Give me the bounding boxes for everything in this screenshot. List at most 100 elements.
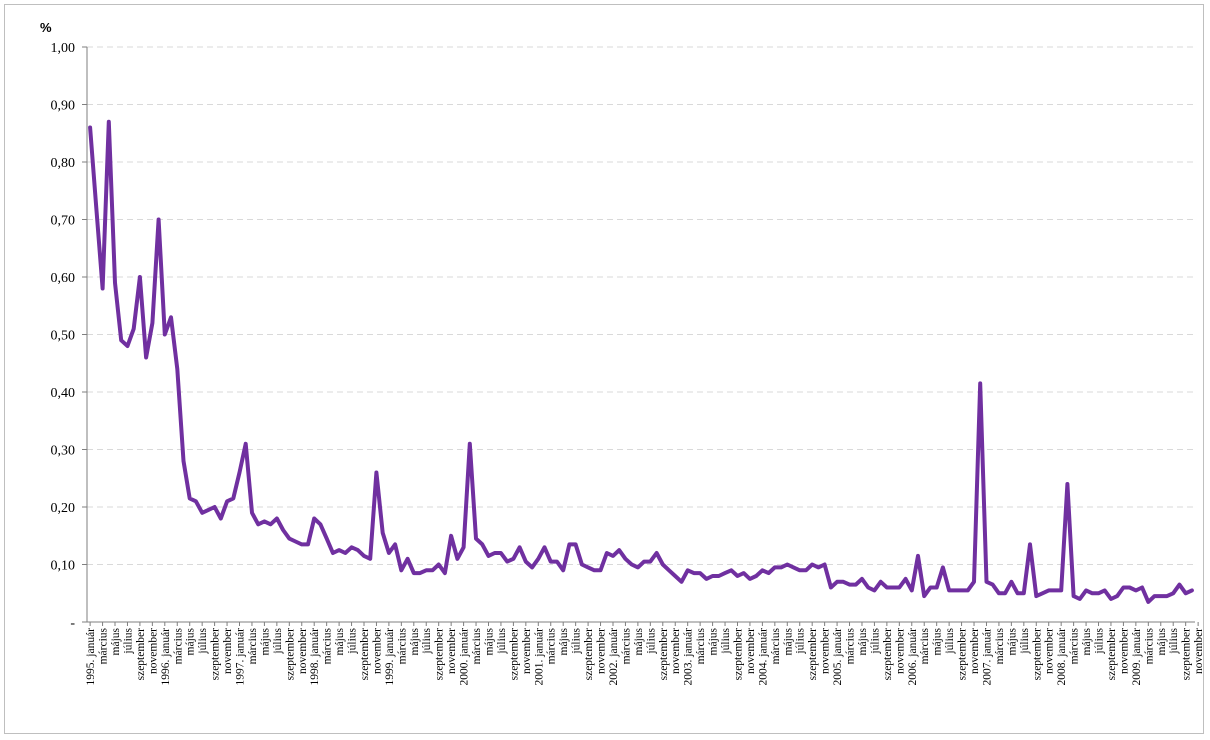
x-tick-label: szeptember [807, 628, 819, 681]
gridlines [87, 46, 1195, 565]
x-tick-label: július [795, 627, 807, 654]
x-tick-label: május [558, 627, 570, 655]
x-tick-label: november [222, 628, 234, 674]
x-tick-label: július [347, 627, 359, 654]
x-tick-label: 2005. január [832, 628, 844, 686]
y-tick-label: 0,20 [51, 501, 76, 516]
x-tick-label: 2001. január [533, 628, 545, 686]
x-tick-label: november [820, 628, 832, 674]
x-tick-label: március [546, 627, 558, 664]
x-tick-label: szeptember [135, 628, 147, 681]
x-tick-label: július [571, 627, 583, 654]
x-tick-label: 2009. január [1131, 628, 1143, 686]
x-tick-label: március [994, 627, 1006, 664]
x-tick-label: 1995. január [85, 628, 97, 686]
x-tick-label: 2004. január [757, 628, 769, 686]
y-tick-label: 0,40 [51, 386, 76, 401]
y-tick-label: 0,80 [51, 156, 76, 171]
x-tick-label: július [1168, 627, 1180, 654]
x-tick-label: május [1081, 627, 1093, 655]
x-tick-label: szeptember [210, 628, 222, 681]
y-axis-unit: % [40, 20, 52, 35]
line-chart: - 0,10 0,20 0,30 0,40 0,50 0,60 0,70 0,80 0,90 1,0… [40, 20, 1205, 686]
x-tick-label: május [1156, 627, 1168, 655]
x-tick-label: 2006. január [907, 628, 919, 686]
y-tick-label: 0,30 [51, 444, 76, 459]
x-tick-label: 2000. január [459, 628, 471, 686]
x-tick-label: november [596, 628, 608, 674]
x-tick-label: március [1143, 627, 1155, 664]
x-tick-label: szeptember [508, 628, 520, 681]
x-tick-label: szeptember [957, 628, 969, 681]
x-tick-label: november [147, 628, 159, 674]
x-tick-label: május [857, 627, 869, 655]
x-tick-label: november [894, 628, 906, 674]
x-tick-label: július [421, 627, 433, 654]
x-tick-label: 1997. január [235, 628, 247, 686]
x-tick-label: július [944, 627, 956, 654]
x-tick-label: 2002. január [608, 628, 620, 686]
x-tick-label: július [496, 627, 508, 654]
x-tick-label: 1998. január [309, 628, 321, 686]
x-tick-label: május [409, 627, 421, 655]
x-tick-label: szeptember [284, 628, 296, 681]
y-tick-label: 0,60 [51, 271, 76, 286]
x-tick-label: március [919, 627, 931, 664]
y-tick-label: 0,70 [51, 214, 76, 229]
x-tick-label: március [1069, 627, 1081, 664]
x-tick-label: március [396, 627, 408, 664]
x-tick-label: március [247, 627, 259, 664]
x-tick-label: március [770, 627, 782, 664]
y-tick-label: 0,10 [51, 559, 76, 574]
x-tick-label: július [122, 627, 134, 654]
x-tick-label: július [645, 627, 657, 654]
x-tick-label: november [1193, 628, 1205, 674]
x-tick-label: szeptember [1031, 628, 1043, 681]
x-tick-label: 2008. január [1056, 628, 1068, 686]
x-tick-label: november [297, 628, 309, 674]
y-tick-label: 1,00 [51, 41, 76, 56]
x-tick-label: szeptember [1106, 628, 1118, 681]
x-tick-label: szeptember [1181, 628, 1193, 681]
x-tick-label: november [745, 628, 757, 674]
x-tick-label: május [259, 627, 271, 655]
x-tick-label: július [197, 627, 209, 654]
x-tick-label: július [869, 627, 881, 654]
x-tick-label: szeptember [882, 628, 894, 681]
x-tick-label: március [620, 627, 632, 664]
chart-frame: - 0,10 0,20 0,30 0,40 0,50 0,60 0,70 0,80 0,90 1,0… [4, 4, 1205, 734]
y-tick-label: 0,90 [51, 99, 76, 114]
x-tick-label: május [110, 627, 122, 655]
x-tick-label: május [932, 627, 944, 655]
x-tick-label: május [334, 627, 346, 655]
x-tick-label: szeptember [583, 628, 595, 681]
x-tick-label: március [471, 627, 483, 664]
x-tick-label: július [1094, 627, 1106, 654]
y-tick-label: 0,50 [51, 329, 76, 344]
x-tick-label: március [98, 627, 110, 664]
x-tick-label: szeptember [658, 628, 670, 681]
x-tick-label: szeptember [434, 628, 446, 681]
x-tick-label: május [708, 627, 720, 655]
x-tick-label: 2003. január [683, 628, 695, 686]
x-tick-label: május [633, 627, 645, 655]
x-tick-label: július [720, 627, 732, 654]
y-axis: - 0,10 0,20 0,30 0,40 0,50 0,60 0,70 0,80 0,90 1,0… [51, 41, 88, 631]
x-tick-label: november [521, 628, 533, 674]
series-line [88, 119, 1194, 604]
x-tick-label: szeptember [732, 628, 744, 681]
x-tick-label: július [272, 627, 284, 654]
x-tick-label: 1996. január [160, 628, 172, 686]
x-tick-label: november [969, 628, 981, 674]
x-axis: 1995. január március május július szeptember… [85, 621, 1205, 686]
x-tick-label: május [1006, 627, 1018, 655]
x-tick-label: május [185, 627, 197, 655]
x-tick-label: november [446, 628, 458, 674]
x-tick-label: november [371, 628, 383, 674]
x-tick-label: március [322, 627, 334, 664]
x-tick-label: november [1118, 628, 1130, 674]
x-tick-label: március [845, 627, 857, 664]
x-tick-label: július [1019, 627, 1031, 654]
x-tick-label: március [695, 627, 707, 664]
x-tick-label: május [782, 627, 794, 655]
